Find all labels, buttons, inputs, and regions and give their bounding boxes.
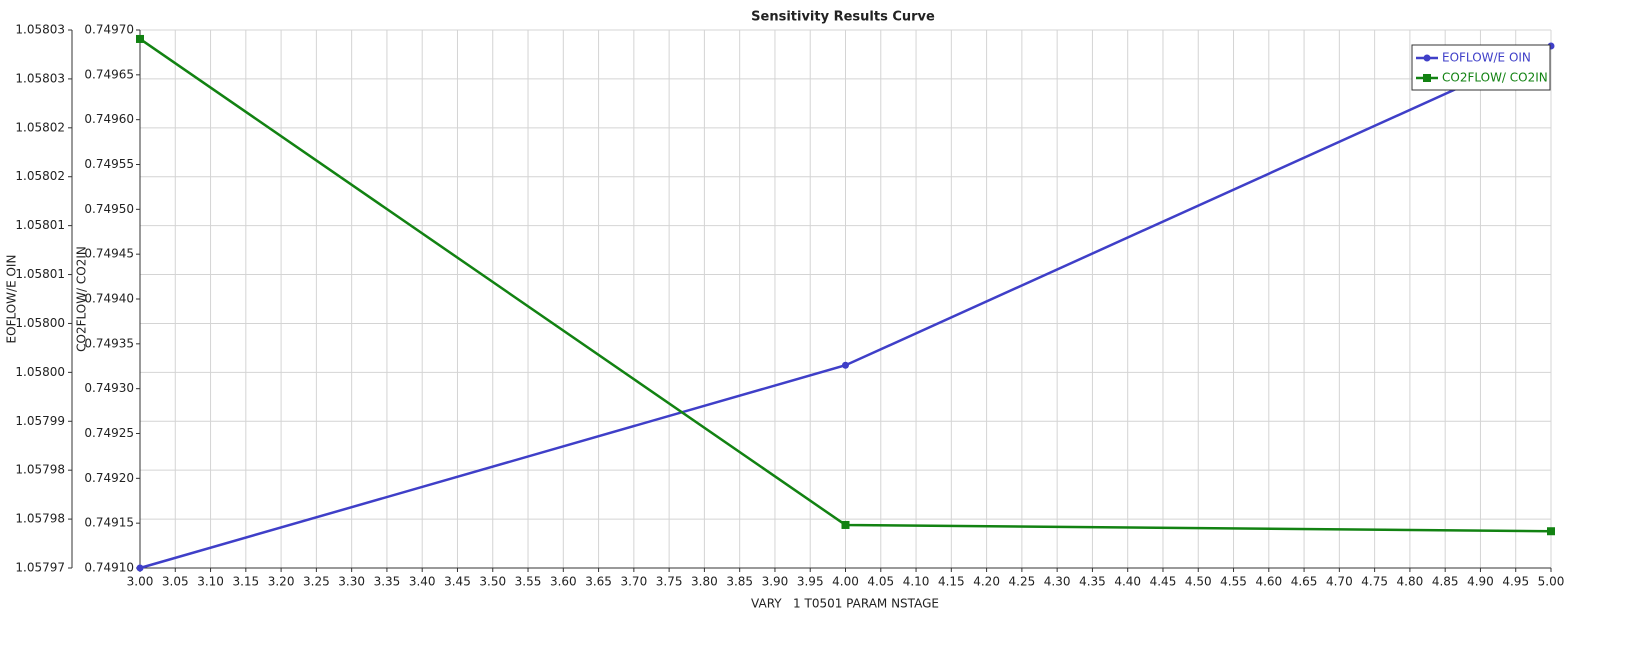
x-tick-label: 3.45 [444,575,471,589]
y-tick-label: 1.05797 [15,561,65,575]
y-tick-label: 1.05801 [15,218,65,232]
x-tick-label: 3.60 [550,575,577,589]
y2-tick-label: 0.74970 [84,23,134,37]
legend-label: EOFLOW/E OIN [1442,51,1531,65]
x-tick-label: 3.00 [127,575,154,589]
x-tick-label: 3.90 [762,575,789,589]
x-tick-label: 3.75 [656,575,683,589]
y2-axis-title: CO2FLOW/ CO2IN [75,246,89,352]
x-tick-label: 3.70 [620,575,647,589]
y-tick-label: 1.05802 [15,169,65,183]
legend-box [1411,44,1551,91]
x-tick-label: 3.55 [515,575,542,589]
x-tick-label: 3.20 [268,575,295,589]
y2-tick-label: 0.74955 [84,157,134,171]
x-tick-label: 4.05 [867,575,894,589]
y-tick-label: 1.05803 [15,23,65,37]
y2-tick-label: 0.74935 [84,336,134,350]
y2-tick-label: 0.74925 [84,426,134,440]
x-tick-label: 3.80 [691,575,718,589]
y2-tick-label: 0.74910 [84,561,134,575]
y2-tick-label: 0.74930 [84,381,134,395]
y-tick-label: 1.05801 [15,267,65,281]
x-tick-label: 5.00 [1538,575,1565,589]
x-axis-title: VARY 1 T0501 PARAM NSTAGE [751,597,939,611]
x-tick-label: 4.20 [973,575,1000,589]
x-tick-label: 4.35 [1079,575,1106,589]
y2-tick-label: 0.74945 [84,247,134,261]
chart-title: Sensitivity Results Curve [751,10,935,25]
y-tick-label: 1.05800 [15,316,65,330]
data-point [1547,527,1555,536]
data-point [842,361,849,369]
y-tick-label: 1.05803 [15,71,65,85]
y-tick-label: 1.05802 [15,120,65,134]
x-tick-label: 4.70 [1326,575,1353,589]
legend-marker [1423,74,1431,82]
x-tick-label: 3.35 [374,575,401,589]
y2-tick-label: 0.74960 [84,112,134,126]
y-tick-label: 1.05798 [15,463,65,477]
x-tick-label: 3.40 [409,575,436,589]
x-tick-label: 3.50 [479,575,506,589]
x-tick-label: 3.95 [797,575,824,589]
y2-tick-label: 0.74915 [84,516,134,530]
x-tick-label: 3.65 [585,575,612,589]
y2-tick-label: 0.74920 [84,471,134,485]
x-tick-label: 4.75 [1361,575,1388,589]
y-axis-title: EOFLOW/E OIN [5,255,19,344]
y-tick-label: 1.05798 [15,512,65,526]
x-tick-label: 4.65 [1291,575,1318,589]
x-tick-label: 3.30 [338,575,365,589]
x-tick-label: 4.00 [832,575,859,589]
x-tick-label: 4.15 [938,575,965,589]
x-tick-label: 4.40 [1114,575,1141,589]
y-tick-label: 1.05799 [15,414,65,428]
x-tick-label: 4.25 [1009,575,1036,589]
grid [139,29,1552,569]
legend-label: CO2FLOW/ CO2IN [1442,71,1548,85]
y2-tick-label: 0.74965 [84,67,134,81]
x-tick-label: 4.80 [1397,575,1424,589]
legend-marker [1423,54,1431,62]
x-tick-label: 3.85 [726,575,753,589]
y2-tick-label: 0.74940 [84,292,134,306]
x-tick-label: 4.90 [1467,575,1494,589]
x-tick-label: 4.30 [1044,575,1071,589]
x-tick-label: 4.45 [1150,575,1177,589]
x-tick-label: 4.55 [1220,575,1247,589]
x-tick-label: 3.15 [232,575,259,589]
x-tick-label: 4.50 [1185,575,1212,589]
y-tick-label: 1.05800 [15,365,65,379]
x-tick-label: 4.10 [903,575,930,589]
data-point [841,520,850,529]
x-tick-label: 4.95 [1502,575,1529,589]
x-tick-label: 3.05 [162,575,189,589]
y2-tick-label: 0.74950 [84,202,134,216]
data-point [136,34,144,43]
x-tick-label: 3.10 [197,575,224,589]
data-point [136,564,144,572]
x-tick-label: 3.25 [303,575,330,589]
x-tick-label: 4.60 [1255,575,1282,589]
x-tick-label: 4.85 [1432,575,1459,589]
